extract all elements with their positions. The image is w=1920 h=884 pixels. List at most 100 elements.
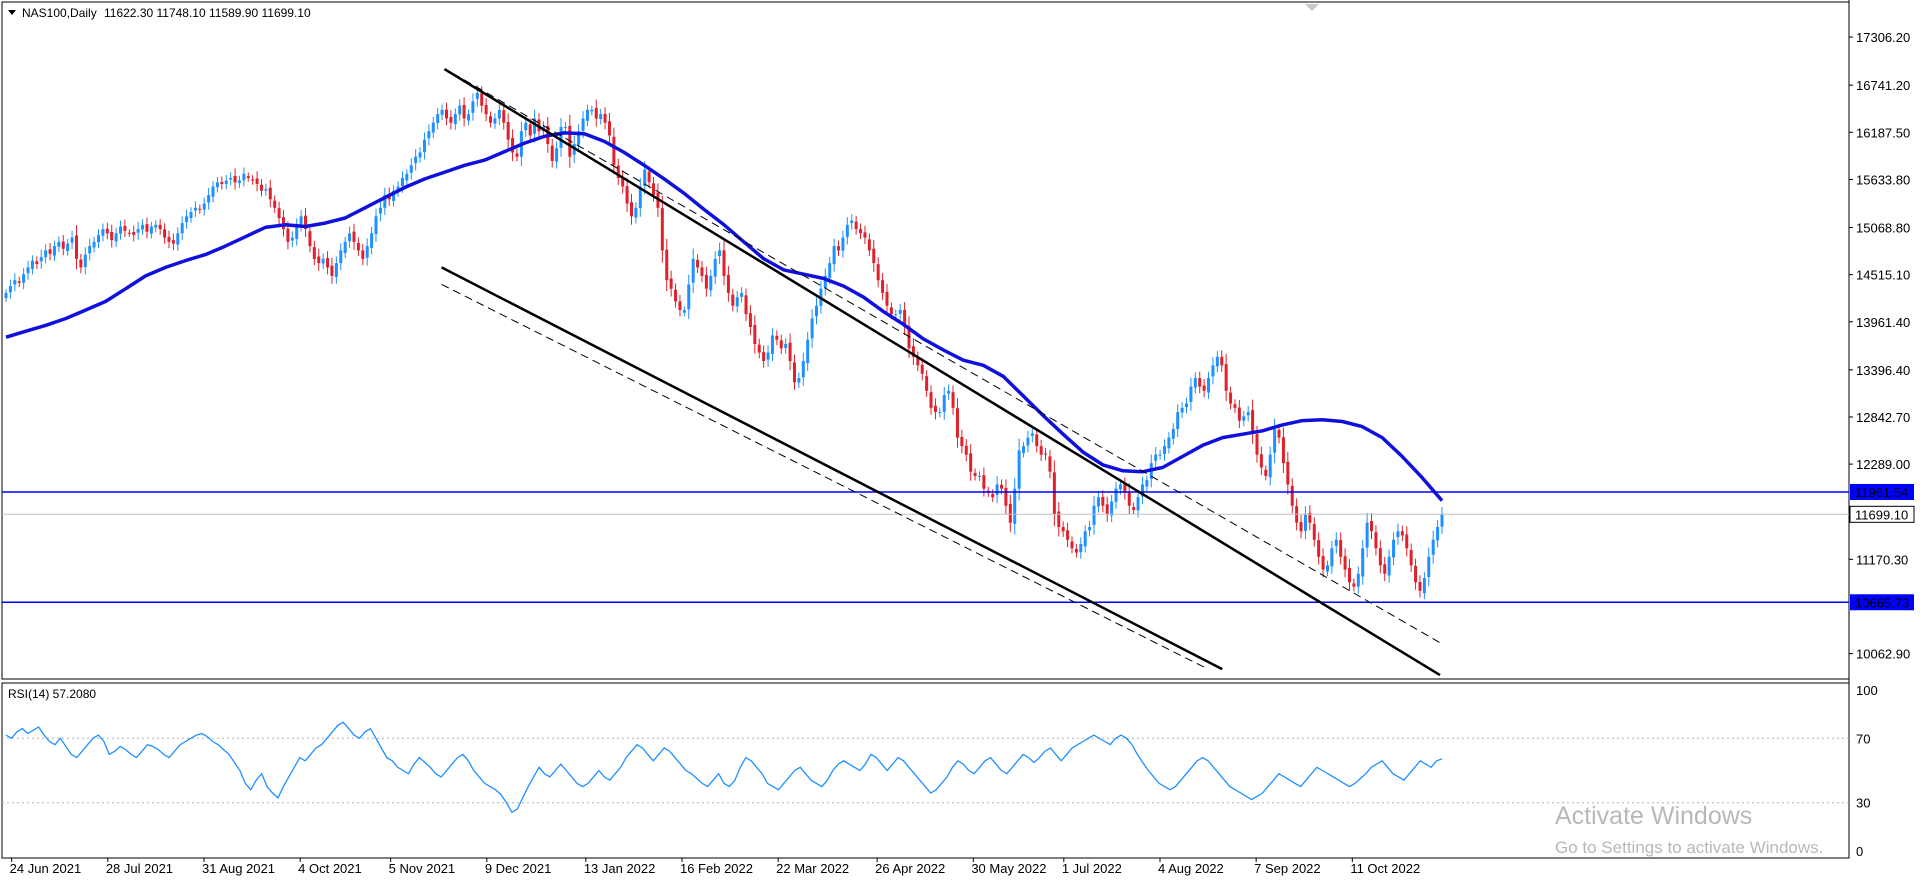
candle-body[interactable]	[674, 289, 678, 302]
candle-body[interactable]	[634, 207, 638, 218]
candle-body[interactable]	[136, 229, 140, 233]
candle-body[interactable]	[757, 344, 761, 353]
chart-menu-triangle-icon[interactable]	[8, 10, 16, 15]
candle-body[interactable]	[484, 104, 488, 115]
candle-body[interactable]	[242, 173, 246, 181]
candle-body[interactable]	[1237, 407, 1241, 421]
candle-body[interactable]	[299, 216, 303, 226]
candle-body[interactable]	[1158, 454, 1162, 456]
candle-body[interactable]	[585, 109, 589, 121]
candle-body[interactable]	[1255, 434, 1259, 455]
candle-body[interactable]	[141, 224, 145, 230]
candle-body[interactable]	[1356, 573, 1360, 587]
candle-body[interactable]	[1088, 527, 1092, 531]
candle-body[interactable]	[1418, 581, 1422, 591]
candle-body[interactable]	[233, 175, 237, 183]
candle-body[interactable]	[220, 181, 224, 184]
candle-body[interactable]	[859, 229, 863, 234]
candle-body[interactable]	[475, 92, 479, 100]
candle-body[interactable]	[718, 250, 722, 257]
candle-body[interactable]	[1052, 472, 1056, 515]
candle-body[interactable]	[1405, 534, 1409, 549]
trend-channel-dashed-line[interactable]	[452, 72, 1441, 644]
candle-body[interactable]	[969, 453, 973, 472]
candle-body[interactable]	[330, 265, 334, 276]
candle-body[interactable]	[885, 291, 889, 306]
candle-body[interactable]	[1422, 578, 1426, 594]
candle-body[interactable]	[616, 165, 620, 179]
candle-body[interactable]	[942, 395, 946, 412]
candle-body[interactable]	[911, 346, 915, 357]
candle-body[interactable]	[647, 171, 651, 183]
candle-body[interactable]	[867, 239, 871, 251]
candle-body[interactable]	[784, 344, 788, 348]
candle-body[interactable]	[1127, 491, 1131, 506]
candle-body[interactable]	[467, 114, 471, 121]
candle-body[interactable]	[374, 216, 378, 235]
candle-body[interactable]	[251, 179, 255, 181]
candle-body[interactable]	[762, 352, 766, 362]
candle-body[interactable]	[876, 264, 880, 281]
candle-body[interactable]	[264, 189, 268, 191]
candle-body[interactable]	[744, 295, 748, 315]
candle-body[interactable]	[643, 169, 647, 186]
candle-body[interactable]	[312, 247, 316, 259]
candle-body[interactable]	[1400, 531, 1404, 536]
candle-body[interactable]	[1299, 522, 1303, 532]
candle-body[interactable]	[933, 405, 937, 413]
candle-body[interactable]	[823, 275, 827, 288]
candle-body[interactable]	[163, 229, 167, 238]
candle-body[interactable]	[365, 246, 369, 258]
candle-body[interactable]	[326, 258, 330, 268]
candle-body[interactable]	[304, 215, 308, 230]
candle-body[interactable]	[127, 232, 131, 234]
candle-body[interactable]	[1167, 437, 1171, 449]
candle-body[interactable]	[1242, 416, 1246, 421]
candle-body[interactable]	[339, 250, 343, 264]
candle-body[interactable]	[1361, 548, 1365, 577]
candle-body[interactable]	[145, 224, 149, 232]
candle-body[interactable]	[621, 177, 625, 187]
candle-body[interactable]	[1303, 514, 1307, 531]
candle-body[interactable]	[154, 224, 158, 228]
candle-body[interactable]	[832, 246, 836, 265]
candle-body[interactable]	[1162, 446, 1166, 454]
candle-body[interactable]	[709, 275, 713, 291]
candle-body[interactable]	[863, 232, 867, 238]
candle-body[interactable]	[1308, 512, 1312, 523]
candle-body[interactable]	[766, 352, 770, 360]
candle-body[interactable]	[48, 249, 52, 254]
candle-body[interactable]	[665, 249, 669, 281]
candle-body[interactable]	[370, 233, 374, 248]
candle-body[interactable]	[79, 259, 83, 268]
candle-body[interactable]	[991, 493, 995, 498]
candle-body[interactable]	[1229, 392, 1233, 404]
candle-body[interactable]	[1370, 521, 1374, 532]
candle-body[interactable]	[1334, 539, 1338, 546]
candle-body[interactable]	[348, 233, 352, 242]
candle-body[interactable]	[440, 109, 444, 115]
candle-body[interactable]	[180, 223, 184, 234]
candle-body[interactable]	[66, 243, 70, 252]
candle-body[interactable]	[1427, 556, 1431, 578]
candle-body[interactable]	[682, 309, 686, 313]
candle-body[interactable]	[770, 335, 774, 354]
candle-body[interactable]	[1325, 565, 1329, 572]
candle-body[interactable]	[1259, 454, 1263, 468]
candle-body[interactable]	[1008, 504, 1012, 523]
candle-body[interactable]	[149, 226, 153, 234]
candle-body[interactable]	[502, 110, 506, 123]
candle-body[interactable]	[753, 324, 757, 344]
candle-body[interactable]	[1317, 540, 1321, 557]
candle-body[interactable]	[198, 208, 202, 210]
candle-body[interactable]	[237, 180, 241, 183]
candle-body[interactable]	[982, 475, 986, 489]
candle-body[interactable]	[171, 240, 175, 244]
candle-body[interactable]	[462, 104, 466, 119]
candle-body[interactable]	[506, 122, 510, 140]
candle-body[interactable]	[955, 408, 959, 438]
candle-body[interactable]	[854, 221, 858, 230]
candle-body[interactable]	[881, 280, 885, 293]
candle-body[interactable]	[378, 207, 382, 214]
